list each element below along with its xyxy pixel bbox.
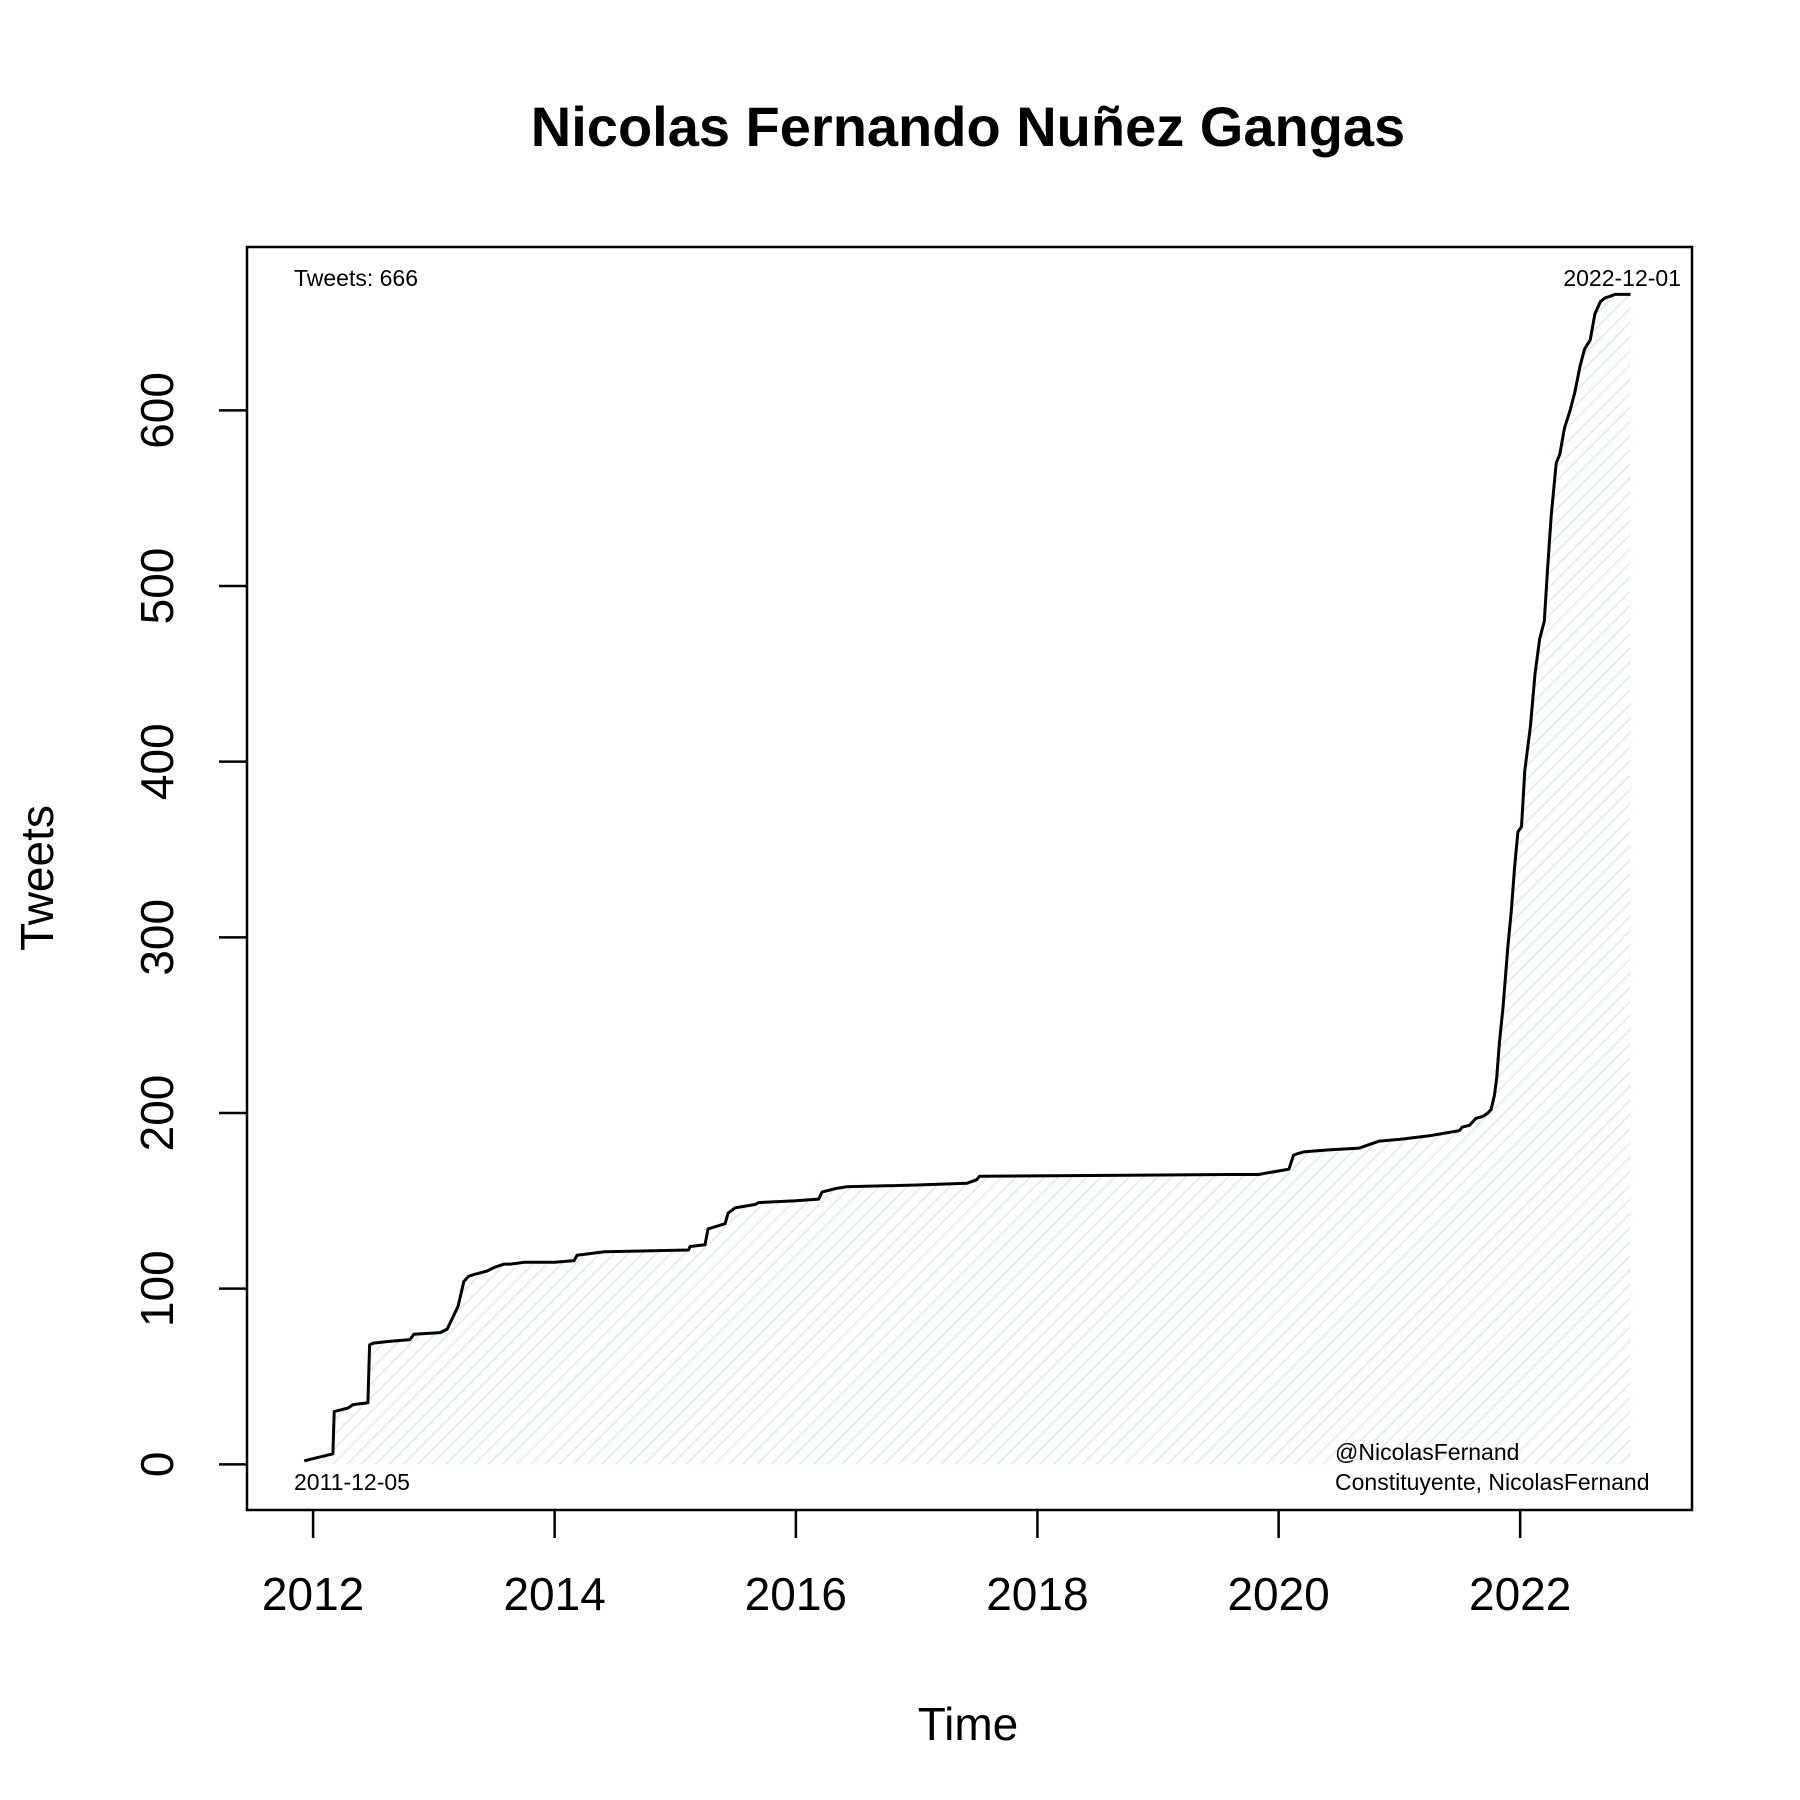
- y-tick-label-300: 300: [131, 899, 183, 976]
- series-line: [303, 292, 1631, 1463]
- x-tick-label-2018: 2018: [986, 1568, 1088, 1620]
- y-tick-label-200: 200: [131, 1075, 183, 1152]
- account-name-annotation: Constituyente, NicolasFernand: [1335, 1469, 1650, 1495]
- x-axis: 2012 2014 2016 2018 2020 2022: [262, 1510, 1571, 1620]
- x-tick-label-2012: 2012: [262, 1568, 364, 1620]
- plot-area: [303, 292, 1631, 1465]
- x-tick-label-2014: 2014: [503, 1568, 605, 1620]
- tweet-count-annotation: Tweets: 666: [294, 265, 418, 291]
- x-tick-label-2016: 2016: [745, 1568, 847, 1620]
- y-tick-label-400: 400: [131, 723, 183, 800]
- y-tick-label-100: 100: [131, 1250, 183, 1327]
- y-tick-label-600: 600: [131, 372, 183, 449]
- series-area-fill: [304, 294, 1631, 1465]
- y-axis-label: Tweets: [11, 805, 63, 951]
- y-tick-label-500: 500: [131, 548, 183, 625]
- start-date-annotation: 2011-12-05: [294, 1469, 410, 1495]
- y-axis: 0 100 200 300 400 500 600: [131, 372, 247, 1477]
- handle-annotation: @NicolasFernand: [1335, 1439, 1519, 1465]
- x-tick-label-2022: 2022: [1469, 1568, 1571, 1620]
- x-axis-label: Time: [918, 1698, 1019, 1750]
- plot-frame: [245, 245, 1694, 1512]
- chart-title: Nicolas Fernando Nuñez Gangas: [531, 95, 1405, 158]
- end-date-annotation: 2022-12-01: [1563, 265, 1681, 291]
- y-tick-label-0: 0: [131, 1452, 183, 1478]
- x-tick-label-2020: 2020: [1227, 1568, 1329, 1620]
